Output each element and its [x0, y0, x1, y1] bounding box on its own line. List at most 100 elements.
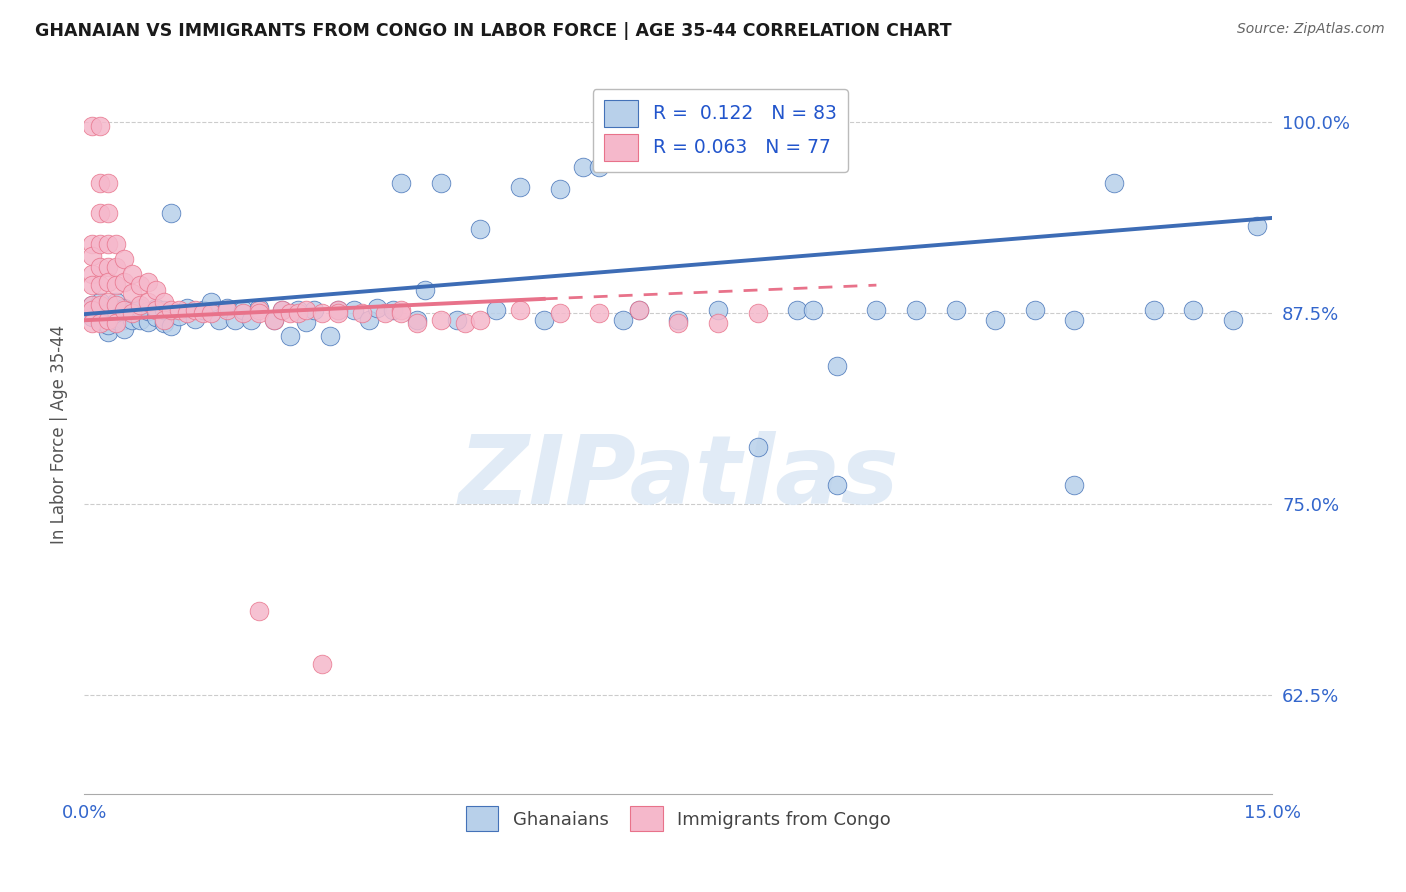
Point [82, 310, 104, 325]
Point [121, 268, 143, 282]
Point [747, 305, 769, 319]
Point [224, 313, 246, 327]
Point [1063, 313, 1085, 327]
Point [208, 313, 231, 327]
Point [112, 275, 135, 289]
Point [89, 278, 111, 293]
Point [82, 302, 104, 317]
Point [247, 302, 270, 317]
Point [191, 305, 215, 319]
Point [984, 313, 1007, 327]
Point [89, 301, 111, 315]
Point [89, 120, 111, 134]
Point [184, 311, 207, 326]
Point [176, 301, 198, 315]
Point [271, 302, 294, 317]
Point [1063, 478, 1085, 492]
Point [105, 278, 128, 293]
Point [263, 313, 285, 327]
Point [97, 326, 120, 340]
Point [302, 302, 325, 317]
Point [1182, 302, 1205, 317]
Point [136, 315, 159, 329]
Point [89, 298, 111, 312]
Point [112, 301, 135, 315]
Point [82, 298, 104, 312]
Point [105, 260, 128, 274]
Point [278, 328, 301, 343]
Point [548, 182, 571, 196]
Point [121, 285, 143, 300]
Point [588, 305, 610, 319]
Point [105, 236, 128, 251]
Point [295, 302, 318, 317]
Point [406, 313, 429, 327]
Point [786, 302, 808, 317]
Point [105, 298, 128, 312]
Point [453, 316, 475, 330]
Point [707, 316, 730, 330]
Point [200, 294, 222, 309]
Point [145, 302, 167, 317]
Point [311, 657, 333, 671]
Point [169, 309, 191, 323]
Point [247, 305, 270, 319]
Point [271, 302, 294, 317]
Point [1143, 302, 1166, 317]
Point [152, 294, 174, 309]
Point [82, 278, 104, 293]
Text: GHANAIAN VS IMMIGRANTS FROM CONGO IN LABOR FORCE | AGE 35-44 CORRELATION CHART: GHANAIAN VS IMMIGRANTS FROM CONGO IN LAB… [35, 22, 952, 40]
Point [97, 313, 120, 327]
Point [825, 359, 848, 373]
Point [430, 176, 453, 190]
Point [121, 313, 143, 327]
Y-axis label: In Labor Force | Age 35-44: In Labor Force | Age 35-44 [49, 326, 67, 544]
Point [82, 268, 104, 282]
Point [374, 305, 396, 319]
Point [128, 278, 150, 293]
Point [82, 249, 104, 263]
Point [89, 206, 111, 220]
Point [406, 316, 429, 330]
Point [945, 302, 967, 317]
Point [105, 313, 128, 327]
Point [263, 313, 285, 327]
Point [105, 294, 128, 309]
Point [169, 302, 191, 317]
Point [89, 236, 111, 251]
Point [152, 313, 174, 327]
Point [160, 319, 183, 334]
Point [801, 302, 824, 317]
Point [470, 313, 492, 327]
Point [389, 176, 412, 190]
Point [215, 302, 238, 317]
Point [97, 275, 120, 289]
Point [247, 603, 270, 617]
Point [548, 305, 571, 319]
Point [105, 316, 128, 330]
Point [128, 298, 150, 312]
Point [152, 302, 174, 317]
Point [1024, 302, 1046, 317]
Point [136, 275, 159, 289]
Point [707, 302, 730, 317]
Point [326, 302, 349, 317]
Point [287, 302, 309, 317]
Point [97, 260, 120, 274]
Point [112, 313, 135, 327]
Point [430, 313, 453, 327]
Point [509, 302, 531, 317]
Point [627, 302, 650, 317]
Point [145, 283, 167, 297]
Legend: Ghanaians, Immigrants from Congo: Ghanaians, Immigrants from Congo [458, 798, 898, 838]
Point [232, 302, 254, 317]
Point [343, 302, 366, 317]
Point [485, 302, 508, 317]
Point [112, 302, 135, 317]
Point [389, 302, 412, 317]
Point [136, 294, 159, 309]
Point [865, 302, 887, 317]
Point [97, 176, 120, 190]
Point [668, 316, 690, 330]
Point [97, 236, 120, 251]
